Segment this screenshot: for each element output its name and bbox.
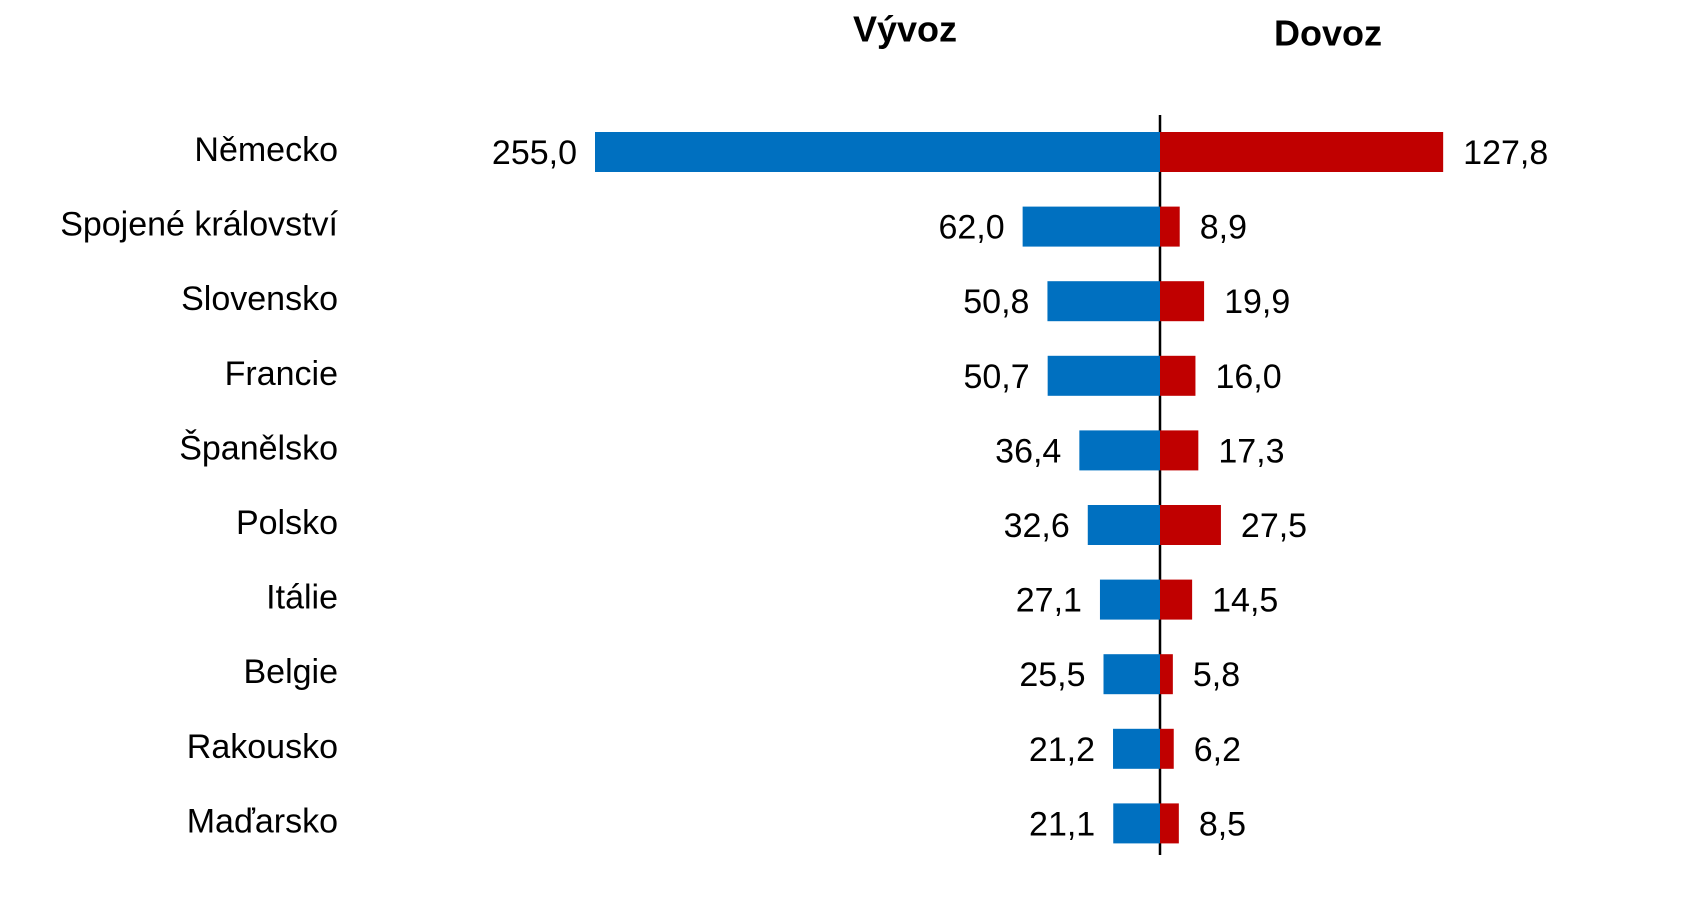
value-label: 16,0	[1215, 358, 1281, 396]
value-label: 25,5	[1019, 656, 1085, 694]
bar	[1113, 803, 1160, 844]
category-label: Španělsko	[179, 429, 338, 467]
bar	[1160, 654, 1173, 695]
bar	[1160, 206, 1180, 247]
bar	[1022, 206, 1160, 247]
value-label: 50,8	[963, 283, 1029, 321]
category-label: Belgie	[243, 653, 338, 691]
bar	[1047, 281, 1160, 322]
category-label: Polsko	[236, 504, 338, 542]
category-label: Maďarsko	[187, 802, 338, 840]
bar	[1160, 355, 1196, 396]
value-label: 8,9	[1200, 209, 1247, 247]
value-label: 27,1	[1016, 582, 1082, 620]
value-label: 36,4	[995, 432, 1061, 470]
bar	[1113, 728, 1160, 769]
bar	[1160, 505, 1221, 545]
bar	[1099, 579, 1160, 620]
value-label: 62,0	[938, 209, 1004, 247]
bar	[1087, 505, 1160, 545]
category-label: Rakousko	[187, 728, 338, 766]
value-label: 27,5	[1241, 507, 1307, 545]
category-label: Spojené království	[60, 206, 338, 244]
value-label: 14,5	[1212, 582, 1278, 620]
value-label: 127,8	[1463, 134, 1548, 172]
category-label: Německo	[194, 131, 338, 169]
bar	[1079, 430, 1160, 471]
value-label: 50,7	[963, 358, 1029, 396]
value-label: 8,5	[1199, 805, 1246, 843]
bar	[1160, 430, 1199, 471]
value-label: 17,3	[1218, 432, 1284, 470]
series-header: Vývoz	[853, 9, 957, 50]
bar	[595, 132, 1160, 172]
series-header: Dovoz	[1274, 13, 1382, 54]
value-label: 21,1	[1029, 805, 1095, 843]
bar	[1160, 728, 1174, 769]
category-label: Itálie	[266, 579, 338, 617]
category-label: Slovensko	[181, 280, 338, 318]
bar	[1103, 654, 1160, 695]
value-label: 19,9	[1224, 283, 1290, 321]
value-label: 6,2	[1194, 731, 1241, 769]
value-label: 32,6	[1004, 507, 1070, 545]
bar	[1160, 803, 1179, 844]
bar	[1047, 355, 1160, 396]
value-label: 21,2	[1029, 731, 1095, 769]
bar	[1160, 579, 1193, 620]
value-label: 5,8	[1193, 656, 1240, 694]
value-label: 255,0	[492, 134, 577, 172]
bar	[1160, 281, 1205, 322]
bar	[1160, 132, 1444, 172]
category-label: Francie	[225, 355, 338, 393]
